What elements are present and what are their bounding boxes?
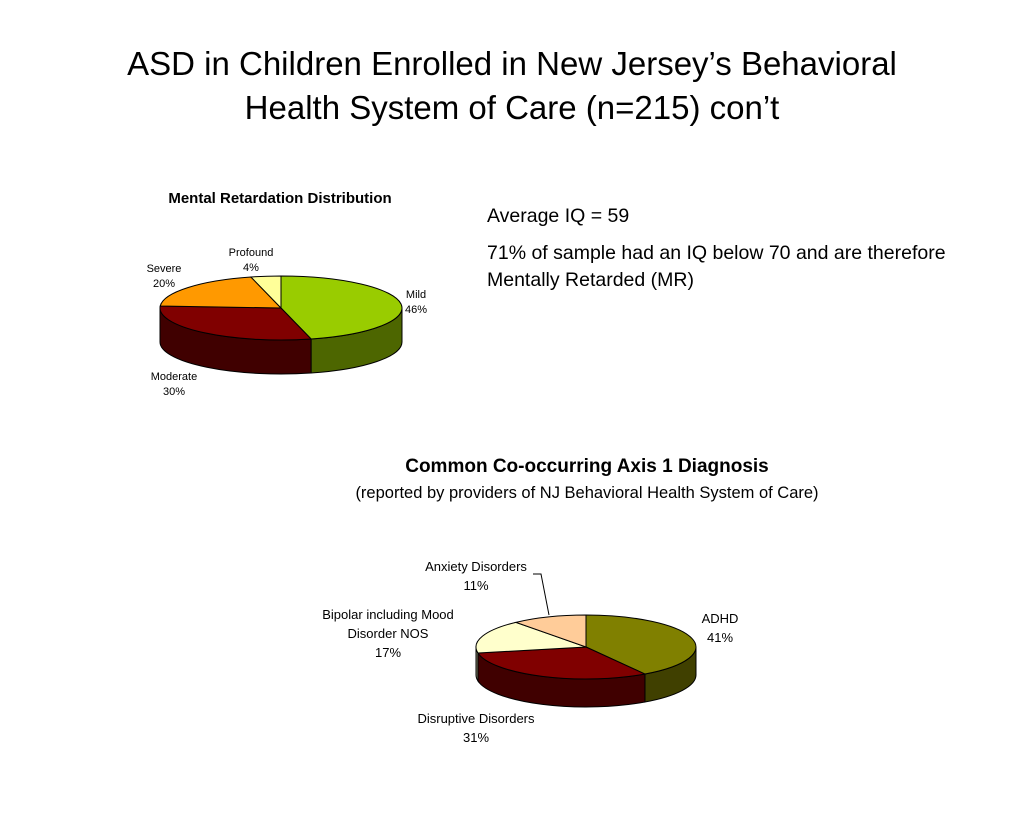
slice-value-severe: 20% — [153, 278, 175, 290]
axis1-chart-title: Common Co-occurring Axis 1 Diagnosis — [405, 456, 769, 477]
slice-value-moderate: 30% — [163, 386, 185, 398]
slice-mild — [280, 275, 403, 340]
slice-profound — [249, 275, 282, 310]
iq-notes: Average IQ = 59 71% of sample had an IQ … — [487, 203, 957, 304]
slice-moderate — [159, 305, 313, 341]
slice-severe — [159, 276, 283, 309]
slice-label-bipolar-including-mood-disorder-nos: Bipolar including Mood Disorder NOS — [322, 607, 454, 641]
slice-label-severe: Severe — [147, 263, 182, 275]
leader-line-anxiety-disorders — [533, 573, 550, 616]
slice-anxiety-disorders — [514, 614, 587, 648]
slide-title: ASD in Children Enrolled in New Jersey’s… — [62, 42, 962, 130]
slice-value-profound: 4% — [243, 262, 259, 274]
slice-label-moderate: Moderate — [151, 371, 197, 383]
slice-label-disruptive-disorders: Disruptive Disorders — [417, 711, 535, 726]
slice-bipolar-including-mood-disorder-nos — [475, 621, 587, 654]
slice-label-adhd: ADHD — [702, 611, 739, 626]
slice-label-mild: Mild — [406, 289, 426, 301]
slice-label-profound: Profound — [229, 247, 274, 259]
mr-chart-title: Mental Retardation Distribution — [168, 190, 392, 207]
slice-label-anxiety-disorders: Anxiety Disorders — [425, 559, 527, 574]
slice-value-disruptive-disorders: 31% — [463, 730, 489, 745]
slice-value-bipolar-including-mood-disorder-nos: 17% — [375, 645, 401, 660]
slide-title-line-1: ASD in Children Enrolled in New Jersey’s… — [127, 45, 897, 82]
slice-disruptive-disorders — [477, 646, 647, 680]
average-iq-text: Average IQ = 59 — [487, 205, 630, 227]
slice-value-adhd: 41% — [707, 630, 733, 645]
axis1-chart-subtitle: (reported by providers of NJ Behavioral … — [355, 484, 819, 502]
slide-title-line-2: Health System of Care (n=215) con’t — [244, 89, 780, 126]
mr-note-text: 71% of sample had an IQ below 70 and are… — [487, 242, 946, 291]
slice-value-mild: 46% — [405, 304, 427, 316]
slice-value-anxiety-disorders: 11% — [463, 578, 488, 593]
